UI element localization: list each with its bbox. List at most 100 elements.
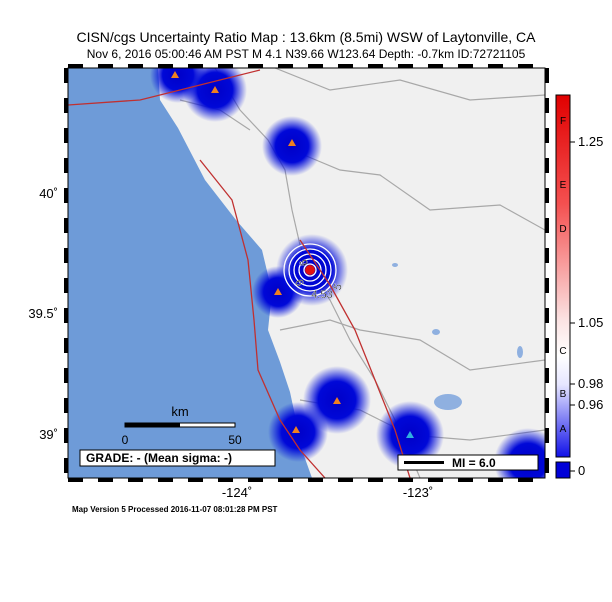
epicenter	[305, 265, 315, 275]
frame-segment	[64, 428, 68, 443]
frame-segment	[188, 64, 203, 68]
contour-label: 6	[292, 278, 305, 288]
footer: Map Version 5 Processed 2016-11-07 08:01…	[72, 505, 278, 514]
frame-segment	[398, 478, 413, 482]
frame-segment	[458, 64, 473, 68]
frame-segment	[98, 478, 113, 482]
frame-segment	[545, 368, 549, 383]
frame-segment	[488, 64, 503, 68]
frame-segment	[545, 338, 549, 353]
frame-segment	[64, 158, 68, 173]
frame-segment	[368, 64, 383, 68]
title: CISN/cgs Uncertainty Ratio Map : 13.6km …	[76, 29, 536, 45]
colorbar-value: 0	[578, 463, 585, 478]
frame-segment	[338, 64, 353, 68]
lat-label: 39˚	[39, 427, 58, 442]
frame-segment	[158, 478, 173, 482]
scale-start: 0	[122, 433, 129, 447]
grade-letter: F	[560, 116, 566, 127]
contours	[283, 243, 337, 297]
frame-segment	[278, 478, 293, 482]
colorbar: F E D C B A 1.25 1.05 0.98 0.96 0	[555, 94, 603, 479]
frame-segment	[64, 278, 68, 293]
subtitle: Nov 6, 2016 05:00:46 AM PST M 4.1 N39.66…	[87, 47, 526, 61]
frame-segment	[545, 68, 549, 83]
frame-segment	[518, 64, 533, 68]
axis-labels: 40˚ 39.5˚ 39˚ -124˚ -123˚	[28, 186, 433, 500]
scale-end: 50	[228, 433, 242, 447]
frame-segment	[98, 64, 113, 68]
frame-segment	[128, 478, 143, 482]
frame-segment	[545, 98, 549, 113]
frame-segment	[545, 218, 549, 233]
frame-segment	[428, 64, 443, 68]
frame-segment	[64, 248, 68, 263]
mi-box	[397, 454, 539, 471]
contour-label: 5	[331, 282, 344, 292]
mi-legend: MI = 6.0	[397, 454, 539, 471]
frame-segment	[218, 478, 233, 482]
lat-label: 39.5˚	[28, 306, 58, 321]
frame-segment	[458, 478, 473, 482]
frame-segment	[398, 64, 413, 68]
grade-letter: C	[559, 346, 566, 357]
frame-segment	[545, 428, 549, 443]
frame-segment	[64, 98, 68, 113]
frame-segment	[488, 478, 503, 482]
scale-segment	[125, 423, 180, 427]
grade-letter: A	[560, 424, 567, 435]
frame-segment	[64, 188, 68, 203]
frame-border	[64, 64, 549, 482]
frame-segment	[248, 478, 263, 482]
frame-segment	[68, 64, 83, 68]
lon-label: -123˚	[403, 485, 433, 500]
frame-segment	[368, 478, 383, 482]
frame-segment	[308, 64, 323, 68]
colorbar-value: 0.96	[578, 397, 603, 412]
frame-segment	[338, 478, 353, 482]
frame-segment	[158, 64, 173, 68]
mi-line	[404, 461, 444, 464]
colorbar-value: 0.98	[578, 376, 603, 391]
lat-label: 40˚	[39, 186, 58, 201]
frame-segment	[545, 128, 549, 143]
faults	[68, 69, 411, 478]
frame-segment	[64, 128, 68, 143]
map-area: 9 6 4.535	[68, 68, 545, 478]
grade-box	[79, 449, 276, 467]
frame-segment	[545, 278, 549, 293]
map-frame	[67, 67, 546, 479]
frame-segment	[545, 458, 549, 473]
frame-segment	[545, 248, 549, 263]
colorbar-zero	[555, 461, 571, 479]
lakes	[392, 263, 523, 410]
frame-segment	[545, 308, 549, 323]
frame-segment	[248, 64, 263, 68]
frame-segment	[188, 478, 203, 482]
frame-segment	[428, 478, 443, 482]
frame-segment	[64, 338, 68, 353]
frame-segment	[64, 368, 68, 383]
scale-unit: km	[171, 404, 188, 419]
frame-segment	[518, 478, 533, 482]
frame-segment	[68, 478, 83, 482]
frame-segment	[278, 64, 293, 68]
frame-segment	[218, 64, 233, 68]
contour-label: 4.53	[311, 289, 332, 301]
contour-label: 9	[296, 258, 309, 268]
frame-segment	[545, 158, 549, 173]
frame-segment	[545, 398, 549, 413]
frame-segment	[128, 64, 143, 68]
frame-segment	[64, 458, 68, 473]
lon-label: -124˚	[222, 485, 252, 500]
mi-label: MI = 6.0	[452, 456, 496, 470]
scale-bar: km 0 50 GRADE: - (Mean sigma: -)	[79, 404, 276, 467]
frame-segment	[64, 218, 68, 233]
frame-segment	[64, 68, 68, 83]
grade-letter: B	[560, 389, 567, 400]
ocean	[68, 68, 312, 478]
contour-labels: 9 6 4.535	[292, 258, 345, 301]
frame-segment	[64, 308, 68, 323]
colorbar-scale	[555, 94, 571, 458]
